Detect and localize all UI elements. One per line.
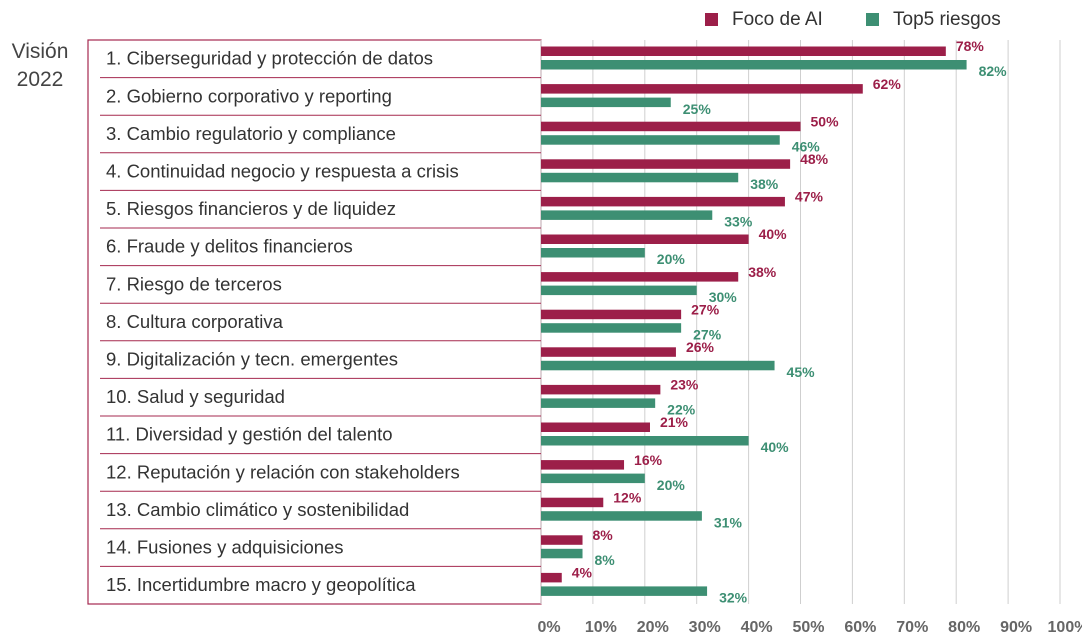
value-label: 26% <box>686 339 715 355</box>
bar <box>541 272 739 282</box>
value-label: 38% <box>748 264 777 280</box>
category-label: 15. Incertidumbre macro y geopolítica <box>106 574 416 595</box>
bar <box>541 460 625 470</box>
category-label: 7. Riesgo de terceros <box>106 273 282 294</box>
x-tick-label: 60% <box>844 619 876 636</box>
bar <box>541 60 967 70</box>
bar <box>541 398 656 408</box>
x-tick-label: 90% <box>1000 619 1032 636</box>
bar <box>541 172 739 183</box>
bar <box>541 97 671 108</box>
bar <box>541 384 661 395</box>
value-label: 8% <box>595 552 616 568</box>
legend-swatch <box>705 13 718 26</box>
value-label: 30% <box>709 289 738 305</box>
value-label: 22% <box>667 402 696 418</box>
bar <box>541 309 682 320</box>
bar <box>541 360 775 371</box>
value-label: 50% <box>811 113 840 129</box>
bar <box>541 497 604 508</box>
bar <box>541 436 749 446</box>
bar <box>541 572 562 583</box>
category-label: 1. Ciberseguridad y protección de datos <box>106 48 433 69</box>
value-label: 33% <box>724 214 753 230</box>
category-label: 14. Fusiones y adquisiciones <box>106 536 344 557</box>
bar <box>541 135 780 145</box>
bar <box>541 234 749 244</box>
x-tick-label: 70% <box>896 619 928 636</box>
bar <box>541 422 650 432</box>
value-label: 45% <box>787 364 816 380</box>
value-label: 27% <box>691 301 720 317</box>
value-label: 38% <box>750 176 779 192</box>
bar <box>541 511 702 521</box>
value-label: 4% <box>572 565 593 581</box>
x-tick-label: 30% <box>689 619 721 636</box>
category-label: 10. Salud y seguridad <box>106 386 285 407</box>
x-tick-label: 0% <box>537 619 560 636</box>
bar <box>541 46 946 56</box>
bar <box>541 196 785 207</box>
value-label: 46% <box>792 138 821 154</box>
x-tick-label: 50% <box>792 619 824 636</box>
bar <box>541 121 801 132</box>
value-label: 21% <box>660 414 689 430</box>
value-label: 23% <box>670 377 699 393</box>
bar <box>541 210 713 220</box>
category-label: 8. Cultura corporativa <box>106 311 284 332</box>
category-label: 2. Gobierno corporativo y reporting <box>106 85 392 106</box>
x-tick-label: 100% <box>1048 619 1082 636</box>
annotation: Visión 2022 <box>11 40 69 91</box>
value-label: 27% <box>693 326 722 342</box>
value-label: 32% <box>719 590 748 606</box>
value-label: 47% <box>795 189 824 205</box>
value-label: 62% <box>873 76 902 92</box>
value-label: 8% <box>593 527 614 543</box>
value-label: 82% <box>979 63 1008 79</box>
bar <box>541 548 583 559</box>
value-label: 16% <box>634 452 663 468</box>
x-tick-label: 10% <box>585 619 617 636</box>
value-label: 78% <box>956 38 985 54</box>
value-label: 25% <box>683 101 712 117</box>
category-label: 4. Continuidad negocio y respuesta a cri… <box>106 160 459 181</box>
value-label: 20% <box>657 477 686 493</box>
bar <box>541 323 682 333</box>
value-label: 20% <box>657 251 686 267</box>
x-tick-label: 20% <box>637 619 669 636</box>
category-label: 11. Diversidad y gestión del talento <box>106 424 393 445</box>
bar <box>541 159 791 169</box>
value-label: 40% <box>761 439 790 455</box>
value-label: 31% <box>714 514 743 530</box>
bar <box>541 535 583 545</box>
category-label: 3. Cambio regulatorio y compliance <box>106 123 396 144</box>
value-label: 40% <box>759 226 788 242</box>
bar <box>541 84 863 94</box>
category-label: 13. Cambio climático y sostenibilidad <box>106 499 409 520</box>
legend-swatch <box>866 13 879 26</box>
value-label: 12% <box>613 489 642 505</box>
bar <box>541 347 676 357</box>
category-label: 12. Reputación y relación con stakeholde… <box>106 461 460 482</box>
legend-label: Foco de AI <box>732 9 823 30</box>
category-label: 9. Digitalización y tecn. emergentes <box>106 348 398 369</box>
category-label: 5. Riesgos financieros y de liquidez <box>106 198 396 219</box>
legend-label: Top5 riesgos <box>893 9 1001 30</box>
category-label: 6. Fraude y delitos financieros <box>106 236 353 257</box>
x-tick-label: 80% <box>948 619 980 636</box>
bar <box>541 285 697 296</box>
bar <box>541 586 708 596</box>
x-tick-label: 40% <box>741 619 773 636</box>
bar <box>541 473 645 484</box>
bar <box>541 248 645 258</box>
value-label: 48% <box>800 151 829 167</box>
